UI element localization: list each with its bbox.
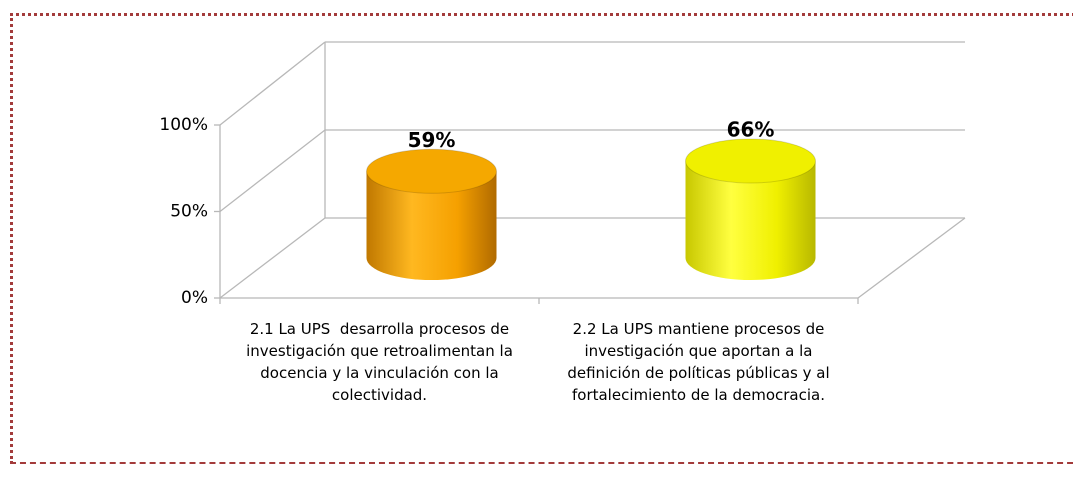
value-label: 59% — [408, 128, 456, 152]
value-label: 66% — [727, 117, 775, 141]
grid-line — [219, 217, 326, 299]
x-tick-label: 2.2 La UPS mantiene procesos de investig… — [567, 320, 835, 404]
y-tick-label: 100% — [159, 115, 208, 135]
bar-top — [685, 138, 816, 184]
y-tick-label: 50% — [170, 202, 208, 222]
bar — [366, 171, 497, 280]
bar-top — [366, 148, 497, 194]
grid-line — [219, 41, 326, 126]
y-tick-label: 0% — [181, 288, 208, 308]
x-tick-label: 2.1 La UPS desarrolla procesos de invest… — [246, 320, 518, 404]
bar — [685, 160, 816, 280]
floor-edge — [857, 217, 966, 299]
frame — [10, 13, 1073, 464]
grid-line — [219, 129, 326, 213]
